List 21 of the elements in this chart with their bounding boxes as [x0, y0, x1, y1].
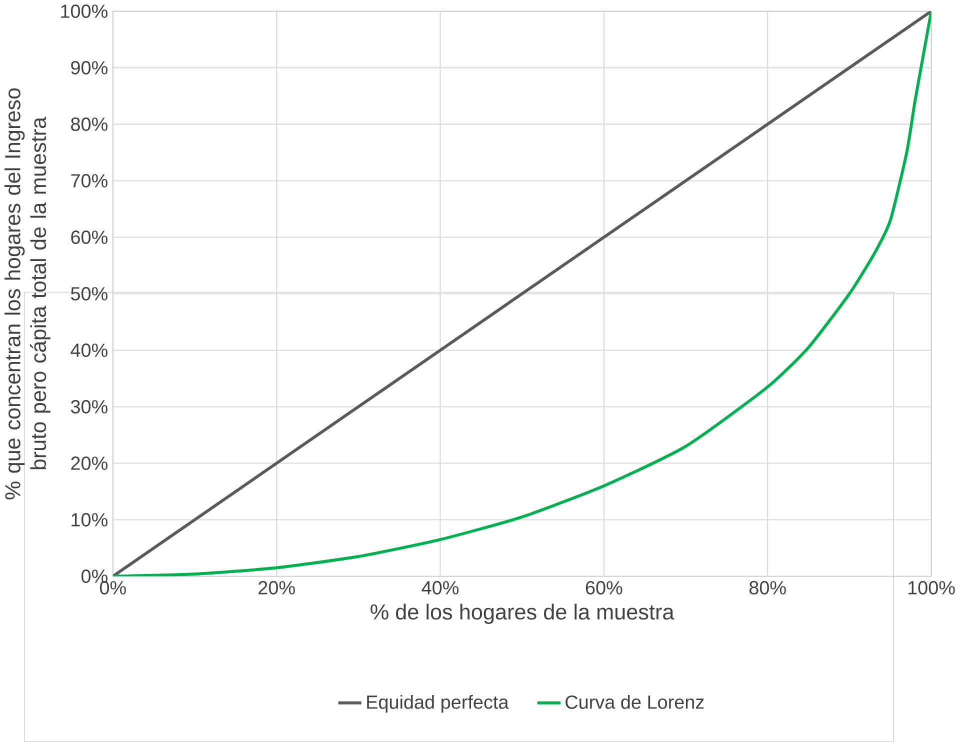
y-tick-label: 50%: [70, 286, 108, 300]
y-tick-label: 100%: [61, 4, 108, 18]
x-tick-label: 20%: [258, 581, 295, 594]
y-tick-label: 30%: [70, 400, 108, 414]
x-tick-label: 40%: [422, 581, 459, 594]
y-tick-label: 40%: [70, 343, 108, 357]
y-tick-label: 0%: [82, 570, 108, 583]
y-axis-title: % que concentran los hogares del Ingreso bruto pero cápita total de la muestra: [4, 88, 50, 500]
x-axis-title: % de los hogares de la muestra: [370, 604, 674, 624]
x-tick-label: 60%: [586, 581, 622, 594]
y-tick-label: 20%: [71, 456, 108, 470]
y-tick-label: 70%: [71, 174, 108, 188]
x-tick-label: 0%: [100, 581, 126, 594]
y-tick-label: 10%: [72, 513, 108, 526]
x-tick-label: 80%: [749, 581, 786, 594]
y-tick-label: 60%: [71, 230, 108, 244]
y-tick-label: 90%: [71, 60, 108, 74]
legend-label: Equidad perfecta: [367, 694, 509, 713]
y-tick-label: 80%: [71, 117, 108, 131]
legend-label: Curva de Lorenz: [566, 694, 704, 709]
x-tick-label: 100%: [908, 581, 955, 594]
